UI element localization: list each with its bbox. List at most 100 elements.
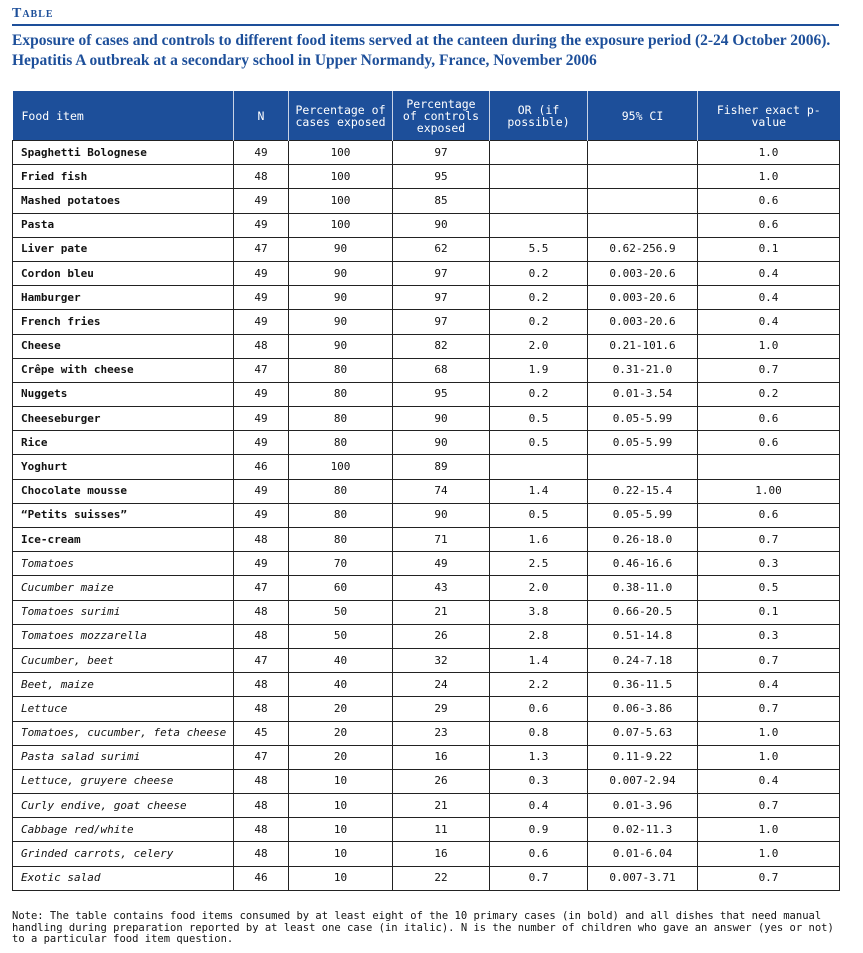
- or-cell: 3.8: [489, 599, 588, 625]
- header-rule: [12, 24, 839, 26]
- p-value-cell: 0.7: [697, 793, 840, 819]
- table-row: Tomatoes mozzarella 48 50 26 2.8 0.51-14.8 0.3: [12, 623, 840, 649]
- table-row: Tomatoes surimi 48 50 21 3.8 0.66-20.5 0.1: [12, 599, 840, 625]
- controls-exposed-cell: 95: [392, 381, 490, 408]
- p-value-cell: 0.6: [697, 430, 840, 456]
- or-cell: 0.5: [489, 502, 588, 529]
- food-item-cell: Nuggets: [12, 381, 234, 408]
- ci-cell: 0.05-5.99: [587, 430, 698, 456]
- table-row: French fries 49 90 97 0.2 0.003-20.6 0.4: [12, 309, 840, 335]
- food-item-cell: Rice: [12, 430, 234, 456]
- or-cell: 2.2: [489, 672, 588, 698]
- controls-exposed-cell: 11: [392, 817, 490, 843]
- or-cell: 0.7: [489, 865, 588, 891]
- n-cell: 49: [233, 285, 289, 311]
- p-value-cell: 0.3: [697, 551, 840, 577]
- or-cell: 2.0: [489, 575, 588, 601]
- cases-exposed-cell: 60: [288, 575, 393, 601]
- cases-exposed-cell: 10: [288, 768, 393, 795]
- ci-cell: [587, 188, 698, 214]
- table-row: Fried fish 48 100 95 1.0: [12, 164, 840, 190]
- controls-exposed-cell: 49: [392, 551, 490, 577]
- n-cell: 48: [233, 623, 289, 649]
- ci-cell: 0.01-3.96: [587, 793, 698, 819]
- cases-exposed-cell: 90: [288, 309, 393, 335]
- ci-cell: 0.05-5.99: [587, 406, 698, 432]
- p-value-cell: 0.4: [697, 309, 840, 335]
- p-value-cell: 1.00: [697, 478, 840, 504]
- cases-exposed-cell: 80: [288, 478, 393, 504]
- controls-exposed-cell: 32: [392, 647, 490, 674]
- food-item-cell: Crêpe with cheese: [12, 357, 234, 383]
- controls-exposed-cell: 82: [392, 333, 490, 359]
- food-item-cell: “Petits suisses”: [12, 502, 234, 529]
- controls-exposed-cell: 22: [392, 865, 490, 891]
- n-cell: 49: [233, 551, 289, 577]
- or-cell: [489, 164, 588, 190]
- cases-exposed-cell: 20: [288, 720, 393, 746]
- controls-exposed-cell: 16: [392, 841, 490, 867]
- column-header-p-value: Fisher exact p-value: [697, 91, 840, 141]
- controls-exposed-cell: 90: [392, 212, 490, 238]
- or-cell: 1.9: [489, 357, 588, 383]
- n-cell: 49: [233, 406, 289, 432]
- cases-exposed-cell: 50: [288, 623, 393, 649]
- ci-cell: [587, 139, 698, 166]
- cases-exposed-cell: 90: [288, 285, 393, 311]
- cases-exposed-cell: 100: [288, 212, 393, 238]
- food-item-cell: Cucumber maize: [12, 575, 234, 601]
- p-value-cell: 0.5: [697, 575, 840, 601]
- p-value-cell: 0.3: [697, 623, 840, 649]
- p-value-cell: 0.7: [697, 865, 840, 891]
- p-value-cell: 0.7: [697, 647, 840, 674]
- food-item-cell: Exotic salad: [12, 865, 234, 891]
- food-item-cell: French fries: [12, 309, 234, 335]
- n-cell: 48: [233, 793, 289, 819]
- or-cell: [489, 139, 588, 166]
- food-item-cell: Chocolate mousse: [12, 478, 234, 504]
- n-cell: 48: [233, 817, 289, 843]
- cases-exposed-cell: 90: [288, 236, 393, 262]
- or-cell: 0.2: [489, 309, 588, 335]
- n-cell: 49: [233, 381, 289, 408]
- p-value-cell: 0.4: [697, 260, 840, 287]
- n-cell: 49: [233, 309, 289, 335]
- p-value-cell: 1.0: [697, 164, 840, 190]
- p-value-cell: 0.4: [697, 285, 840, 311]
- n-cell: 47: [233, 575, 289, 601]
- table-row: Crêpe with cheese 47 80 68 1.9 0.31-21.0 0.7: [12, 357, 840, 383]
- food-item-cell: Lettuce, gruyere cheese: [12, 768, 234, 795]
- n-cell: 47: [233, 744, 289, 770]
- ci-cell: 0.21-101.6: [587, 333, 698, 359]
- ci-cell: 0.02-11.3: [587, 817, 698, 843]
- or-cell: 0.8: [489, 720, 588, 746]
- cases-exposed-cell: 80: [288, 381, 393, 408]
- n-cell: 49: [233, 188, 289, 214]
- cases-exposed-cell: 10: [288, 817, 393, 843]
- controls-exposed-cell: 23: [392, 720, 490, 746]
- p-value-cell: 0.1: [697, 236, 840, 262]
- food-item-cell: Spaghetti Bolognese: [12, 139, 234, 166]
- or-cell: 0.2: [489, 260, 588, 287]
- p-value-cell: 0.7: [697, 526, 840, 553]
- cases-exposed-cell: 40: [288, 647, 393, 674]
- or-cell: [489, 212, 588, 238]
- table-row: Yoghurt 46 100 89: [12, 454, 840, 480]
- controls-exposed-cell: 90: [392, 430, 490, 456]
- or-cell: 1.4: [489, 647, 588, 674]
- table-row: Grinded carrots, celery 48 10 16 0.6 0.01-6.0…: [12, 841, 840, 867]
- ci-cell: 0.06-3.86: [587, 696, 698, 722]
- p-value-cell: 0.2: [697, 381, 840, 408]
- table-row: “Petits suisses” 49 80 90 0.5 0.05-5.99 0.6: [12, 502, 840, 529]
- n-cell: 49: [233, 260, 289, 287]
- or-cell: 1.3: [489, 744, 588, 770]
- cases-exposed-cell: 10: [288, 793, 393, 819]
- table-footnote: Note: The table contains food items cons…: [12, 910, 834, 945]
- or-cell: 2.8: [489, 623, 588, 649]
- n-cell: 48: [233, 672, 289, 698]
- ci-cell: 0.51-14.8: [587, 623, 698, 649]
- cases-exposed-cell: 90: [288, 333, 393, 359]
- p-value-cell: 1.0: [697, 841, 840, 867]
- cases-exposed-cell: 50: [288, 599, 393, 625]
- table-label: Table: [12, 6, 54, 21]
